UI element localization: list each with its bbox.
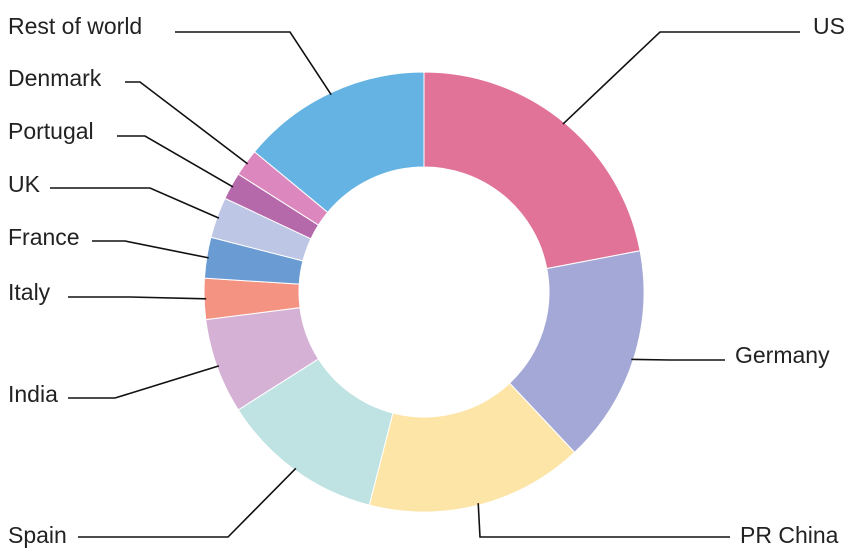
leader-line	[562, 31, 800, 125]
slice-label: Spain	[8, 522, 67, 548]
slice-label: Germany	[735, 342, 830, 368]
leader-line	[68, 296, 207, 300]
slice-label: Denmark	[8, 65, 102, 91]
leader-line	[50, 187, 220, 219]
slice-label: Italy	[8, 279, 51, 305]
slice-label: US	[813, 13, 845, 39]
leader-line	[68, 365, 220, 399]
leader-line	[631, 358, 725, 361]
slice-label: Rest of world	[8, 13, 142, 39]
leader-line	[175, 31, 332, 96]
leader-line	[117, 135, 234, 188]
slice-label: PR China	[740, 522, 839, 548]
slice-label: France	[8, 224, 80, 250]
leader-line	[125, 81, 249, 165]
slice-label: Portugal	[8, 118, 94, 144]
slice-label: UK	[8, 171, 41, 197]
slice-label: India	[8, 381, 58, 407]
leader-line	[78, 467, 297, 538]
leader-line	[92, 240, 209, 259]
donut-slice	[423, 71, 641, 270]
leader-line	[477, 503, 730, 538]
donut-slice	[253, 71, 425, 214]
